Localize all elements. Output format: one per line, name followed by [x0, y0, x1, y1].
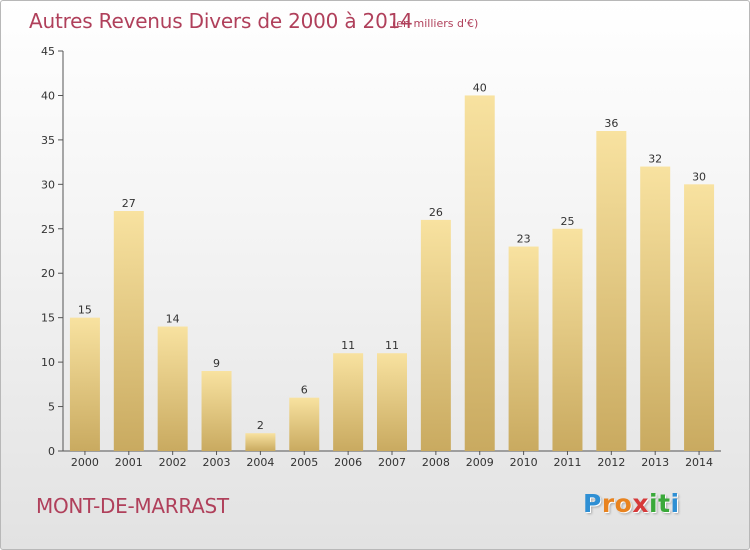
- x-tick-label: 2000: [71, 456, 99, 469]
- bar: [69, 317, 100, 451]
- bar: [552, 228, 583, 451]
- y-tick-label: 45: [41, 45, 55, 58]
- data-label: 14: [166, 313, 180, 326]
- data-label: 40: [473, 81, 487, 94]
- y-tick-label: 30: [41, 178, 55, 191]
- logo-letter: i: [649, 489, 659, 518]
- commune-name: MONT-DE-MARRAST: [36, 494, 229, 518]
- bar: [684, 184, 715, 452]
- bar: [289, 397, 320, 451]
- x-tick-label: 2014: [685, 456, 713, 469]
- bar: [420, 219, 451, 451]
- x-tick-label: 2008: [422, 456, 450, 469]
- logo-letter: r: [601, 489, 615, 518]
- x-tick-label: 2005: [290, 456, 318, 469]
- x-tick-label: 2011: [553, 456, 581, 469]
- data-label: 36: [604, 117, 618, 130]
- data-label: 11: [341, 339, 355, 352]
- chart-subtitle: (en milliers d'€): [392, 17, 479, 30]
- proxiti-logo: Proxiti: [583, 489, 680, 518]
- chart-title: Autres Revenus Divers de 2000 à 2014: [29, 9, 413, 33]
- data-label: 27: [122, 197, 136, 210]
- data-label: 32: [648, 153, 662, 166]
- x-tick-label: 2004: [246, 456, 274, 469]
- x-tick-label: 2009: [466, 456, 494, 469]
- data-label: 23: [517, 233, 531, 246]
- x-tick-label: 2010: [510, 456, 538, 469]
- bar: [596, 131, 627, 451]
- data-label: 26: [429, 206, 443, 219]
- x-tick-label: 2012: [597, 456, 625, 469]
- logo-letter: t: [658, 489, 671, 518]
- bar: [157, 326, 188, 451]
- y-tick-label: 5: [48, 401, 55, 414]
- x-tick-label: 2003: [203, 456, 231, 469]
- data-label: 15: [78, 304, 92, 317]
- data-label: 2: [257, 419, 264, 432]
- bar: [464, 95, 495, 451]
- bar: [377, 353, 407, 451]
- x-tick-label: 2002: [159, 456, 187, 469]
- data-label: 6: [301, 384, 308, 397]
- logo-letter: P: [583, 489, 602, 518]
- bar: [245, 433, 276, 451]
- data-label: 30: [692, 170, 706, 183]
- x-tick-label: 2006: [334, 456, 362, 469]
- bar: [201, 371, 232, 451]
- bar: [333, 353, 364, 451]
- data-label: 25: [560, 215, 574, 228]
- y-tick-label: 25: [41, 223, 55, 236]
- y-tick-label: 15: [41, 312, 55, 325]
- bar: [508, 246, 539, 451]
- y-tick-label: 0: [48, 445, 55, 458]
- logo-letter: i: [670, 489, 680, 518]
- data-label: 11: [385, 339, 399, 352]
- x-tick-label: 2007: [378, 456, 406, 469]
- x-tick-label: 2001: [115, 456, 143, 469]
- logo-letter: o: [614, 489, 633, 518]
- y-tick-label: 10: [41, 356, 55, 369]
- bar: [640, 166, 671, 452]
- y-tick-label: 35: [41, 134, 55, 147]
- y-tick-label: 20: [41, 267, 55, 280]
- data-label: 9: [213, 357, 220, 370]
- bar: [113, 211, 144, 451]
- y-tick-label: 40: [41, 89, 55, 102]
- x-tick-label: 2013: [641, 456, 669, 469]
- logo-letter: x: [632, 489, 649, 518]
